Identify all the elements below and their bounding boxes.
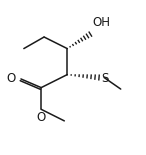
Text: OH: OH <box>93 16 111 29</box>
Text: O: O <box>7 72 16 85</box>
Text: O: O <box>36 111 46 124</box>
Text: S: S <box>101 72 109 85</box>
